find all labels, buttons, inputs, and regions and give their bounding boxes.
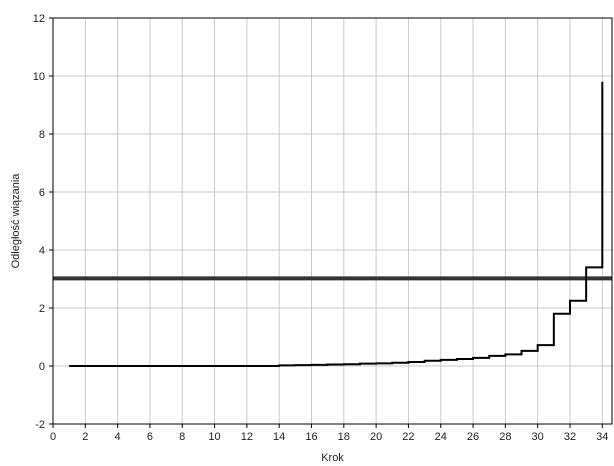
y-tick-label: -2 bbox=[35, 419, 45, 431]
x-tick-label: 14 bbox=[273, 431, 285, 443]
y-axis-ticks: -2 0 2 4 6 8 10 12 bbox=[33, 13, 53, 431]
x-tick-label: 10 bbox=[208, 431, 220, 443]
x-tick-label: 34 bbox=[596, 431, 608, 443]
y-tick-label: 0 bbox=[39, 361, 45, 373]
x-tick-label: 28 bbox=[499, 431, 511, 443]
x-tick-label: 4 bbox=[115, 431, 121, 443]
x-tick-label: 22 bbox=[402, 431, 414, 443]
plot-frame bbox=[52, 17, 613, 425]
x-tick-label: 30 bbox=[532, 431, 544, 443]
x-tick-label: 0 bbox=[50, 431, 56, 443]
y-tick-label: 10 bbox=[33, 71, 45, 83]
y-tick-label: 8 bbox=[39, 129, 45, 141]
x-tick-label: 2 bbox=[82, 431, 88, 443]
x-tick-label: 18 bbox=[338, 431, 350, 443]
x-axis-title: Krok bbox=[321, 452, 344, 464]
x-tick-label: 24 bbox=[435, 431, 447, 443]
grid-lines bbox=[53, 18, 612, 424]
x-tick-label: 12 bbox=[241, 431, 253, 443]
x-tick-label: 16 bbox=[305, 431, 317, 443]
y-tick-label: 6 bbox=[39, 187, 45, 199]
x-tick-label: 8 bbox=[179, 431, 185, 443]
x-axis-ticks: 0 2 4 6 8 10 12 14 16 18 20 22 24 26 28 30 32 34 bbox=[50, 424, 608, 443]
x-tick-label: 26 bbox=[467, 431, 479, 443]
y-tick-label: 4 bbox=[39, 245, 45, 257]
x-tick-label: 32 bbox=[564, 431, 576, 443]
series-group bbox=[69, 81, 604, 367]
y-tick-label: 12 bbox=[33, 13, 45, 25]
x-tick-label: 20 bbox=[370, 431, 382, 443]
series-step-line bbox=[69, 81, 604, 367]
x-tick-label: 6 bbox=[147, 431, 153, 443]
y-axis-title: Odległość wiązania bbox=[10, 173, 22, 269]
y-tick-label: 2 bbox=[39, 303, 45, 315]
